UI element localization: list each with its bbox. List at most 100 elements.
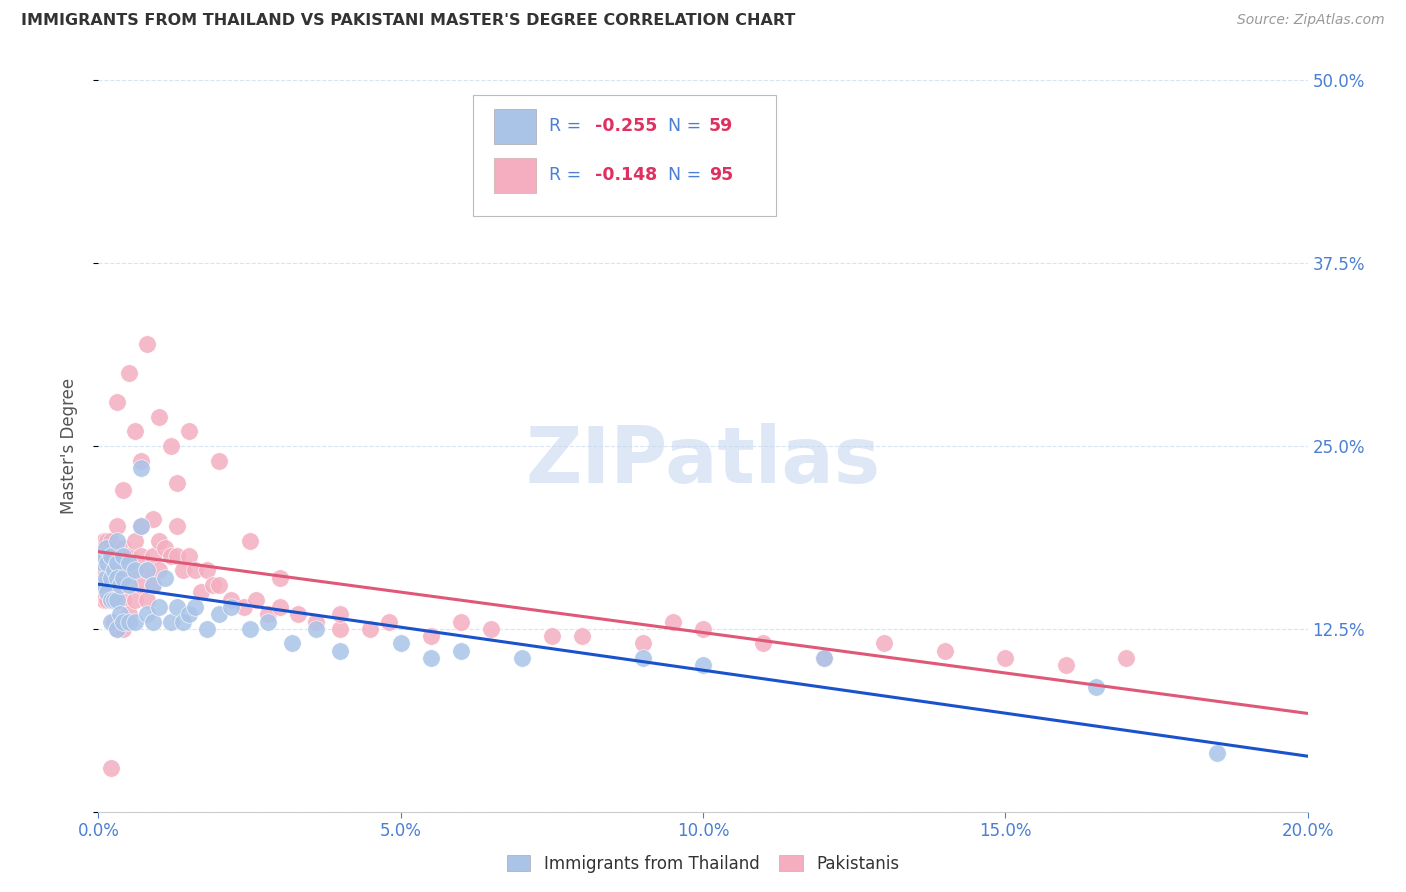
Point: [90, 556, 112, 570]
Point: [111, 483, 134, 497]
Point: [100, 761, 122, 775]
Point: [208, 453, 231, 467]
Point: [994, 651, 1017, 665]
Point: [135, 607, 157, 622]
Point: [166, 599, 188, 614]
Point: [450, 615, 472, 629]
Point: [1206, 746, 1229, 760]
Text: IMMIGRANTS FROM THAILAND VS PAKISTANI MASTER'S DEGREE CORRELATION CHART: IMMIGRANTS FROM THAILAND VS PAKISTANI MA…: [21, 13, 796, 29]
Point: [329, 607, 352, 622]
Point: [208, 578, 231, 592]
Point: [153, 541, 176, 556]
Point: [305, 622, 328, 636]
Point: [269, 599, 291, 614]
Point: [124, 592, 146, 607]
Point: [124, 563, 146, 577]
Point: [245, 592, 267, 607]
Point: [105, 571, 128, 585]
Point: [934, 644, 956, 658]
Point: [195, 563, 218, 577]
Point: [100, 592, 122, 607]
Point: [202, 578, 225, 592]
Text: N =: N =: [668, 118, 707, 136]
Point: [93, 563, 115, 577]
Point: [105, 571, 128, 585]
Point: [1115, 651, 1137, 665]
Point: [90, 578, 112, 592]
FancyBboxPatch shape: [474, 95, 776, 216]
Point: [96, 556, 118, 570]
Point: [103, 578, 125, 592]
Point: [221, 599, 243, 614]
Point: [100, 571, 122, 585]
Point: [256, 615, 278, 629]
Point: [184, 563, 207, 577]
Point: [103, 615, 125, 629]
Text: 95: 95: [709, 167, 734, 185]
Point: [129, 519, 152, 533]
Text: 59: 59: [709, 118, 734, 136]
Point: [103, 549, 125, 563]
Point: [129, 453, 152, 467]
Point: [190, 585, 212, 599]
Point: [153, 571, 176, 585]
Point: [118, 607, 141, 622]
Point: [105, 592, 128, 607]
Point: [239, 534, 262, 549]
Point: [90, 578, 112, 592]
Point: [179, 549, 201, 563]
Point: [118, 578, 141, 592]
Point: [111, 592, 134, 607]
Point: [93, 578, 115, 592]
Point: [239, 622, 262, 636]
Point: [105, 395, 128, 409]
Point: [111, 549, 134, 563]
Point: [692, 622, 714, 636]
Point: [124, 534, 146, 549]
Text: ZIPatlas: ZIPatlas: [526, 423, 880, 499]
Point: [305, 615, 328, 629]
Point: [142, 549, 165, 563]
Point: [208, 607, 231, 622]
Text: Source: ZipAtlas.com: Source: ZipAtlas.com: [1237, 13, 1385, 28]
Point: [96, 534, 118, 549]
Point: [692, 658, 714, 673]
Point: [148, 409, 170, 424]
Point: [571, 629, 593, 643]
Point: [329, 622, 352, 636]
Point: [873, 636, 896, 650]
Point: [135, 563, 157, 577]
Point: [148, 563, 170, 577]
Point: [813, 651, 835, 665]
Point: [105, 622, 128, 636]
Point: [142, 512, 165, 526]
Legend: Immigrants from Thailand, Pakistanis: Immigrants from Thailand, Pakistanis: [501, 848, 905, 880]
Point: [93, 534, 115, 549]
Point: [118, 556, 141, 570]
Point: [420, 629, 443, 643]
Point: [111, 571, 134, 585]
Point: [377, 615, 399, 629]
Point: [124, 615, 146, 629]
Point: [91, 541, 114, 556]
Text: R =: R =: [550, 167, 588, 185]
Text: -0.148: -0.148: [595, 167, 658, 185]
Point: [135, 336, 157, 351]
Point: [148, 599, 170, 614]
FancyBboxPatch shape: [494, 109, 536, 144]
Point: [111, 541, 134, 556]
Point: [269, 571, 291, 585]
Point: [179, 607, 201, 622]
Point: [450, 644, 472, 658]
Point: [94, 541, 117, 556]
Point: [93, 549, 115, 563]
Point: [118, 578, 141, 592]
Point: [179, 425, 201, 439]
FancyBboxPatch shape: [494, 158, 536, 193]
Point: [142, 578, 165, 592]
Point: [108, 556, 131, 570]
Point: [94, 578, 117, 592]
Point: [540, 629, 562, 643]
Point: [129, 519, 152, 533]
Point: [281, 636, 304, 650]
